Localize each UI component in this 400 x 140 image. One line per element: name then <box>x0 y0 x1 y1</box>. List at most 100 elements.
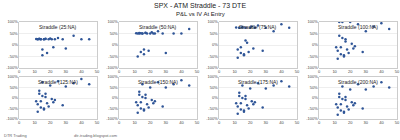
svg-text:10: 10 <box>332 69 337 74</box>
svg-text:20: 20 <box>48 120 53 125</box>
svg-text:50%: 50% <box>310 85 318 90</box>
svg-text:Straddle (75:NA): Straddle (75:NA) <box>239 24 277 30</box>
svg-text:50: 50 <box>395 120 400 125</box>
svg-text:0%: 0% <box>212 95 218 100</box>
svg-text:100%: 100% <box>307 74 318 79</box>
svg-text:-50%: -50% <box>8 54 18 59</box>
svg-text:0%: 0% <box>312 95 318 100</box>
svg-text:50: 50 <box>295 120 300 125</box>
svg-text:Straddle (200:NA): Straddle (200:NA) <box>338 79 378 85</box>
svg-text:20: 20 <box>348 69 353 74</box>
svg-text:20: 20 <box>148 69 153 74</box>
svg-text:40: 40 <box>379 120 384 125</box>
svg-text:Straddle (25:NA): Straddle (25:NA) <box>39 24 77 30</box>
svg-text:40: 40 <box>279 120 284 125</box>
svg-text:0: 0 <box>118 69 121 74</box>
svg-text:10: 10 <box>232 120 237 125</box>
svg-text:20: 20 <box>248 69 253 74</box>
svg-text:Straddle (100:NA): Straddle (100:NA) <box>338 24 378 30</box>
svg-text:50%: 50% <box>10 85 18 90</box>
svg-text:100%: 100% <box>307 19 318 24</box>
svg-text:-100%: -100% <box>106 65 118 70</box>
svg-text:30: 30 <box>64 69 69 74</box>
svg-text:20: 20 <box>348 120 353 125</box>
svg-text:40: 40 <box>379 69 384 74</box>
svg-text:-100%: -100% <box>306 65 318 70</box>
svg-text:40: 40 <box>179 69 184 74</box>
svg-text:30: 30 <box>164 120 169 125</box>
svg-text:100%: 100% <box>207 19 218 24</box>
svg-text:50%: 50% <box>210 31 218 36</box>
svg-text:30: 30 <box>264 69 269 74</box>
svg-text:DTR Trading: DTR Trading <box>4 133 27 138</box>
svg-text:30: 30 <box>264 120 269 125</box>
svg-text:-100%: -100% <box>6 116 18 121</box>
svg-text:50%: 50% <box>310 31 318 36</box>
svg-text:0: 0 <box>218 69 221 74</box>
svg-text:10: 10 <box>232 69 237 74</box>
svg-text:0: 0 <box>18 69 21 74</box>
svg-text:50: 50 <box>195 69 200 74</box>
svg-text:40: 40 <box>79 120 84 125</box>
svg-text:0: 0 <box>18 120 21 125</box>
svg-text:100%: 100% <box>207 74 218 79</box>
svg-text:10: 10 <box>32 120 37 125</box>
svg-text:50%: 50% <box>110 31 118 36</box>
svg-text:Straddle (125:NA): Straddle (125:NA) <box>38 79 78 85</box>
svg-text:-100%: -100% <box>206 116 218 121</box>
svg-text:0%: 0% <box>112 42 118 47</box>
svg-text:30: 30 <box>64 120 69 125</box>
svg-text:-50%: -50% <box>208 106 218 111</box>
svg-text:10: 10 <box>132 69 137 74</box>
svg-text:-50%: -50% <box>8 106 18 111</box>
svg-text:-100%: -100% <box>6 65 18 70</box>
svg-text:-50%: -50% <box>208 54 218 59</box>
svg-text:P&L vs IV At Entry: P&L vs IV At Entry <box>176 11 225 17</box>
svg-text:-50%: -50% <box>108 54 118 59</box>
svg-text:20: 20 <box>48 69 53 74</box>
svg-text:SPX - ATM Straddle - 73 DTE: SPX - ATM Straddle - 73 DTE <box>154 2 246 9</box>
svg-text:0: 0 <box>318 69 321 74</box>
svg-text:10: 10 <box>332 120 337 125</box>
svg-text:Straddle (50:NA): Straddle (50:NA) <box>139 24 177 30</box>
svg-text:10: 10 <box>32 69 37 74</box>
svg-text:-100%: -100% <box>306 116 318 121</box>
svg-text:0%: 0% <box>212 42 218 47</box>
svg-text:30: 30 <box>364 120 369 125</box>
svg-text:100%: 100% <box>7 74 18 79</box>
svg-text:40: 40 <box>279 69 284 74</box>
svg-text:Straddle (150:NA): Straddle (150:NA) <box>138 79 178 85</box>
svg-text:40: 40 <box>79 69 84 74</box>
svg-text:10: 10 <box>132 120 137 125</box>
svg-text:20: 20 <box>148 120 153 125</box>
svg-text:20: 20 <box>248 120 253 125</box>
svg-text:-100%: -100% <box>206 65 218 70</box>
svg-text:50: 50 <box>195 120 200 125</box>
svg-text:-50%: -50% <box>108 106 118 111</box>
svg-text:-50%: -50% <box>308 106 318 111</box>
svg-text:0%: 0% <box>12 42 18 47</box>
svg-text:50: 50 <box>395 69 400 74</box>
svg-text:0: 0 <box>318 120 321 125</box>
svg-text:50%: 50% <box>210 85 218 90</box>
svg-text:30: 30 <box>364 69 369 74</box>
svg-text:Straddle (175:NA): Straddle (175:NA) <box>238 79 278 85</box>
svg-text:50: 50 <box>95 120 100 125</box>
svg-text:0: 0 <box>218 120 221 125</box>
svg-text:50%: 50% <box>110 85 118 90</box>
svg-text:100%: 100% <box>7 19 18 24</box>
svg-text:50: 50 <box>95 69 100 74</box>
svg-text:100%: 100% <box>107 19 118 24</box>
svg-text:0%: 0% <box>312 42 318 47</box>
svg-text:-100%: -100% <box>106 116 118 121</box>
svg-text:40: 40 <box>179 120 184 125</box>
svg-text:dtr-trading.blogspot.com: dtr-trading.blogspot.com <box>74 133 118 138</box>
svg-text:50%: 50% <box>10 31 18 36</box>
svg-text:0%: 0% <box>12 95 18 100</box>
svg-text:50: 50 <box>295 69 300 74</box>
svg-text:-50%: -50% <box>308 54 318 59</box>
svg-text:100%: 100% <box>107 74 118 79</box>
svg-text:0: 0 <box>118 120 121 125</box>
svg-text:30: 30 <box>164 69 169 74</box>
svg-text:0%: 0% <box>112 95 118 100</box>
